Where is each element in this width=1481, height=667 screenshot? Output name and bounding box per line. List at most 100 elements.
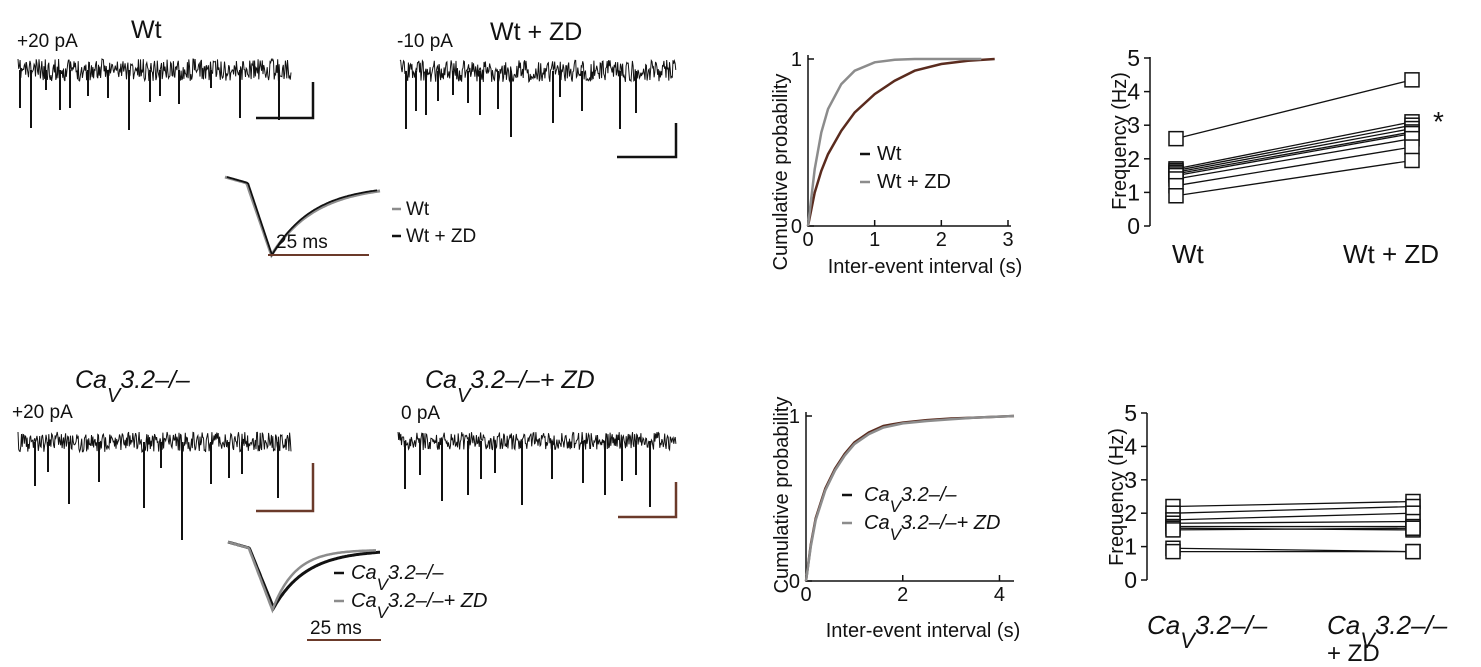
cav-trace-noise xyxy=(17,431,292,454)
paired-line xyxy=(1175,131,1413,175)
freq-chart-wt: 0 1 2 3 4 5 Frequency (Hz) Wt Wt + ZD * xyxy=(1109,45,1444,269)
paired-line xyxy=(1175,159,1413,197)
freq-cav-cat-ko: CaV3.2–/– xyxy=(1147,610,1268,653)
paired-line xyxy=(1175,146,1413,187)
y-tick-label: 4 xyxy=(1124,433,1137,459)
avg-trace-wt xyxy=(224,175,381,259)
y-tick-label: 0 xyxy=(1127,213,1140,239)
paired-point xyxy=(1165,543,1181,560)
current-trace-cav-ko-zd xyxy=(397,431,677,507)
cav-zd-trace-noise xyxy=(397,431,677,452)
legend-label-wt-r1: Wt xyxy=(406,199,430,220)
y-tick-label: 1 xyxy=(791,49,802,71)
scale-bar-cav-ko-zd xyxy=(618,482,678,519)
paired-point xyxy=(1168,130,1184,147)
paired-line xyxy=(1175,132,1413,177)
freq-wt-ticks: 0 1 2 3 4 5 xyxy=(1127,45,1150,239)
y-tick-label: 5 xyxy=(1124,400,1137,426)
current-trace-cav-ko xyxy=(17,431,292,540)
paired-line xyxy=(1175,127,1413,173)
cdf-wt-xlabel: Inter-event interval (s) xyxy=(828,256,1023,278)
y-tick-label: 5 xyxy=(1127,45,1140,71)
paired-point xyxy=(1168,188,1184,204)
x-tick-label: 1 xyxy=(869,229,880,251)
cdf-wt-legend-wt: Wt xyxy=(877,143,902,165)
y-tick-label: 1 xyxy=(789,406,800,428)
cdf-chart-wt: 0 1 2 3 0 1 Cumulative probability Inter-even… xyxy=(770,49,1022,278)
cdf-wt-axes xyxy=(807,55,1011,227)
scale-bar-wt-zd xyxy=(617,123,678,159)
x-tick-label: 3 xyxy=(1002,229,1013,251)
legend-label-cav-ko-zd-r2: CaV3.2–/–+ ZD xyxy=(351,590,487,622)
cdf-chart-cav: 0 2 4 0 1 Cumulative probability Inter-event… xyxy=(771,397,1020,642)
holding-label-cav-ko-zd: 0 pA xyxy=(401,403,440,424)
avg-trace-wt-zd xyxy=(226,176,378,258)
average-event-wt xyxy=(224,175,381,259)
average-event-cav xyxy=(227,540,380,614)
freq-cav-series xyxy=(1165,493,1421,560)
freq-wt-ylabel: Frequency (Hz) xyxy=(1109,72,1131,210)
freq-cav-ticks: 0 1 2 3 4 5 xyxy=(1124,400,1147,593)
cdf-wt-ylabel: Cumulative probability xyxy=(770,74,792,271)
freq-chart-cav: 0 1 2 3 4 5 Frequency (Hz) CaV3.2–/– CaV3.2–/… xyxy=(1106,400,1448,667)
trace-title-wt-zd: Wt + ZD xyxy=(490,18,582,46)
significance-star: * xyxy=(1433,106,1444,137)
legend-label-cav-ko-r2: CaV3.2–/– xyxy=(351,562,444,594)
scale-bar-cav-ko xyxy=(256,463,315,513)
cdf-cav-legend-zd: CaV3.2–/–+ ZD xyxy=(864,512,1000,544)
trace-title-cav-ko-zd: CaV3.2–/–+ ZD xyxy=(425,366,595,407)
time-scale-label-r2: 25 ms xyxy=(310,618,362,639)
scale-bar-wt xyxy=(256,82,315,120)
holding-label-wt: +20 pA xyxy=(17,31,78,52)
cdf-series-line xyxy=(806,57,995,227)
avg-trace-cav-ko-zd xyxy=(227,540,376,614)
wt-zd-trace-noise xyxy=(399,58,677,84)
paired-line xyxy=(1175,124,1413,172)
cdf-cav-ylabel: Cumulative probability xyxy=(771,397,793,594)
cdf-wt-legend-zd: Wt + ZD xyxy=(877,171,951,193)
freq-wt-cat-zd: Wt + ZD xyxy=(1343,239,1439,269)
freq-cav-ylabel: Frequency (Hz) xyxy=(1106,428,1128,566)
y-tick-label: 3 xyxy=(1127,112,1140,138)
current-trace-wt xyxy=(17,57,292,130)
paired-line xyxy=(1172,512,1414,521)
paired-line xyxy=(1172,527,1414,531)
y-tick-label: 0 xyxy=(789,571,800,593)
cdf-cav-legend-ko: CaV3.2–/– xyxy=(864,484,957,516)
paired-point xyxy=(1165,522,1181,538)
trace-title-wt: Wt xyxy=(131,16,162,44)
y-tick-label: 0 xyxy=(1124,567,1137,593)
x-tick-label: 0 xyxy=(800,584,811,606)
freq-wt-series xyxy=(1168,72,1420,204)
holding-label-cav-ko: +20 pA xyxy=(12,402,73,423)
paired-line xyxy=(1175,137,1413,180)
time-scale-label-r1: 25 ms xyxy=(276,232,328,253)
holding-label-wt-zd: -10 pA xyxy=(397,31,453,52)
freq-cav-cat-zd: CaV3.2–/– xyxy=(1327,610,1448,653)
cdf-wt-series xyxy=(806,57,995,227)
paired-line xyxy=(1175,121,1413,170)
wt-trace-noise xyxy=(17,57,292,83)
y-tick-label: 3 xyxy=(1124,467,1137,493)
y-tick-label: 4 xyxy=(1127,79,1140,105)
cdf-series-line xyxy=(804,414,1015,582)
trace-title-cav-ko: CaV3.2–/– xyxy=(75,366,191,407)
y-tick-label: 0 xyxy=(791,216,802,238)
cdf-wt-ticks: 0 1 2 3 0 1 xyxy=(791,49,1014,251)
x-tick-label: 2 xyxy=(897,584,908,606)
paired-point xyxy=(1404,152,1420,169)
paired-line xyxy=(1172,500,1414,508)
paired-point xyxy=(1405,543,1421,560)
freq-cav-cat-zd-line2: + ZD xyxy=(1327,640,1380,667)
x-tick-label: 2 xyxy=(936,229,947,251)
x-tick-label: 4 xyxy=(994,584,1005,606)
y-tick-label: 2 xyxy=(1124,500,1137,526)
x-tick-label: 0 xyxy=(802,229,813,251)
current-trace-wt-zd xyxy=(399,58,677,137)
paired-line xyxy=(1175,79,1413,140)
freq-wt-cat-wt: Wt xyxy=(1172,239,1205,269)
paired-line xyxy=(1172,520,1414,524)
paired-point xyxy=(1404,139,1420,155)
y-tick-label: 1 xyxy=(1127,179,1140,205)
